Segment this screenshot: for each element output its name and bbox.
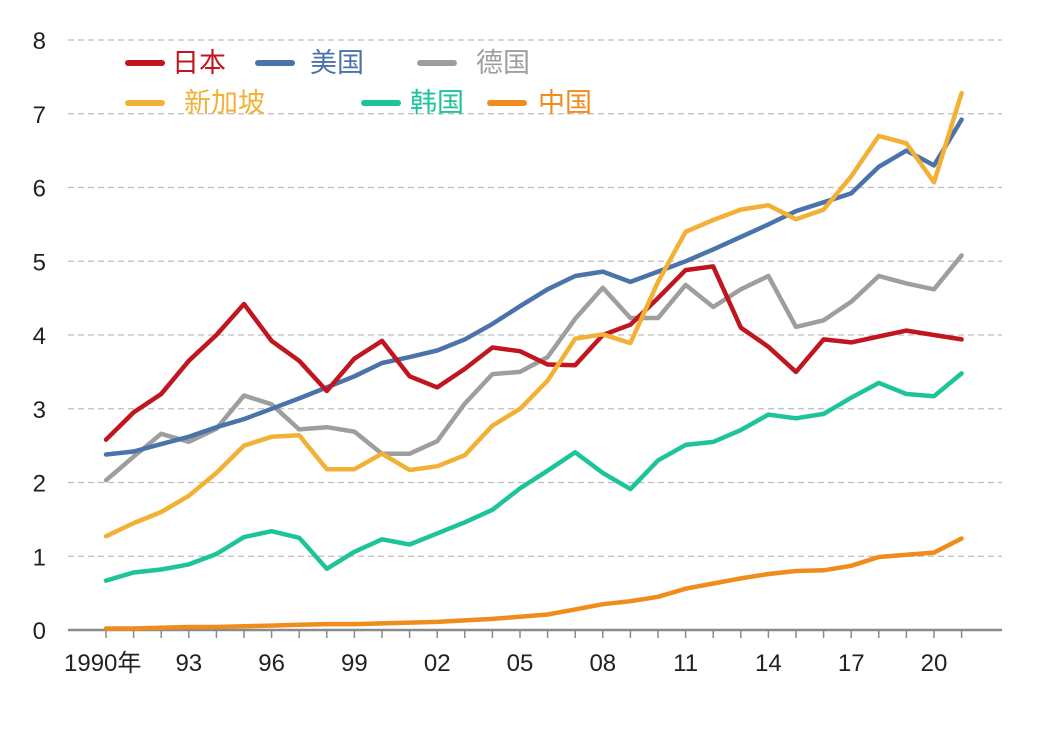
- y-tick-label: 3: [33, 397, 46, 424]
- y-tick-label: 5: [33, 249, 46, 276]
- gridlines: [68, 39, 1002, 557]
- x-tick-label: 02: [424, 650, 451, 677]
- x-tick-label: 99: [341, 650, 368, 677]
- y-tick-label: 6: [33, 176, 46, 203]
- x-tick-label: 96: [258, 650, 285, 677]
- x-tick-label: 05: [507, 650, 534, 677]
- x-tick-label: 20: [921, 650, 948, 677]
- x-tick-label: 93: [175, 650, 202, 677]
- x-tick-label: 11: [673, 650, 698, 677]
- legend-label-5: 韩国: [410, 88, 464, 119]
- y-tick-label: 8: [33, 28, 46, 55]
- series-line-1: [103, 264, 964, 442]
- x-tick-label: 1990年: [64, 650, 141, 677]
- legend-label-1: 日本: [172, 48, 226, 79]
- y-tick-label: 0: [33, 618, 46, 645]
- series-line-6: [103, 536, 964, 631]
- y-axis-ticks: 0 1 2 3 4 5 6 7 8: [33, 28, 46, 645]
- legend-label-2: 美国: [310, 48, 364, 79]
- series-line-5: [103, 371, 964, 583]
- series-line-4: [103, 90, 964, 539]
- series-line-2: [103, 117, 964, 457]
- y-tick-label: 1: [33, 544, 46, 571]
- x-tick-label: 14: [755, 650, 782, 677]
- x-tick-label: 17: [838, 650, 865, 677]
- series-lines: [103, 90, 964, 631]
- legend-label-3: 德国: [476, 48, 530, 79]
- series-line-3: [103, 253, 964, 483]
- y-tick-label: 7: [33, 102, 46, 129]
- legend-label-6: 中国: [538, 88, 592, 119]
- legend-label-4: 新加坡: [184, 88, 265, 119]
- y-tick-label: 4: [33, 323, 46, 350]
- x-tick-label: 08: [589, 650, 616, 677]
- y-tick-label: 2: [33, 471, 46, 498]
- x-axis-ticks: 1990年 93 96 99 02 05 08 11 14 17 20: [64, 630, 963, 677]
